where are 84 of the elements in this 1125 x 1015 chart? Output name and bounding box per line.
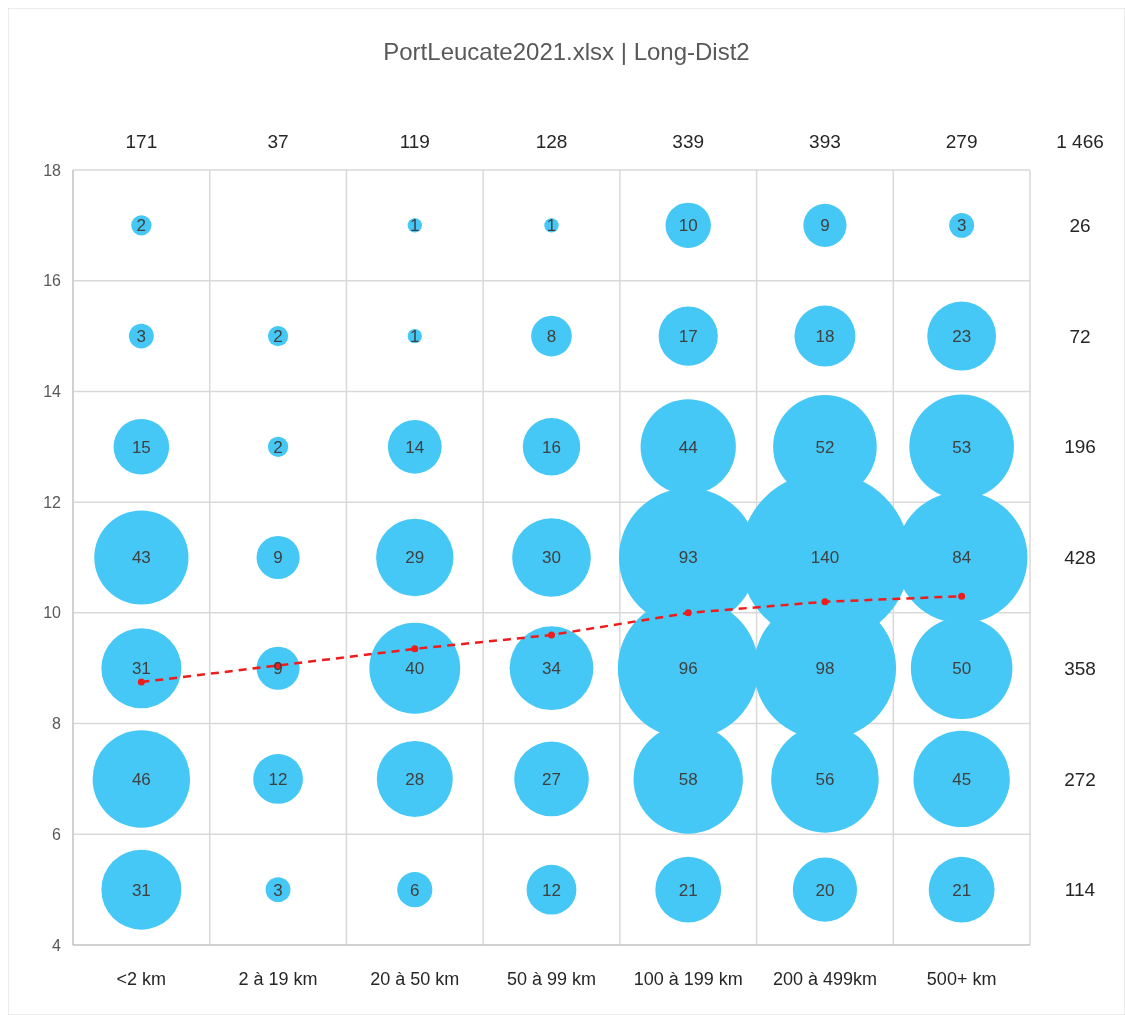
data-label: 3 (956, 216, 967, 236)
y-tick-label: 18 (43, 161, 62, 179)
data-label: 53 (952, 437, 972, 457)
text: 196 (1064, 436, 1096, 458)
data-label: 27 (542, 769, 561, 789)
point (821, 598, 829, 606)
text: 272 (1064, 768, 1096, 790)
data-label: 2 (273, 437, 283, 457)
y-tick-label: 14 (43, 383, 62, 401)
data-label: 17 (678, 327, 698, 347)
y-tick-label: 10 (43, 604, 62, 622)
data-label: 44 (678, 437, 698, 457)
data-label: 18 (815, 327, 835, 347)
data-label: 14 (405, 437, 425, 457)
data-label: 52 (815, 437, 835, 457)
y-tick-label: 8 (52, 715, 62, 733)
data-label: 45 (952, 769, 972, 789)
x-tick-label: <2 km (116, 969, 167, 989)
text: 171 (125, 131, 158, 152)
chart-title: PortLeucate2021.xlsx | Long-Dist2 (383, 38, 750, 65)
x-tick-label: 500+ km (926, 969, 997, 989)
data-label: 21 (952, 880, 972, 900)
data-label: 34 (542, 659, 561, 679)
text: 339 (672, 131, 705, 152)
text: 128 (535, 131, 568, 152)
y-tick-label: 6 (52, 825, 62, 843)
y-tick-label: 12 (43, 493, 62, 511)
data-label: 93 (678, 548, 698, 568)
data-label: 12 (542, 880, 561, 900)
data-label: 1 (546, 216, 557, 236)
text: 358 (1064, 657, 1096, 679)
text: 72 (1069, 325, 1091, 347)
data-label: 6 (410, 880, 420, 900)
data-label: 21 (678, 880, 698, 900)
data-label: 46 (131, 769, 151, 789)
data-label: 31 (131, 880, 151, 900)
point (411, 645, 419, 653)
text: 279 (945, 131, 978, 152)
data-label: 12 (268, 769, 288, 789)
x-tick-label: 200 à 499km (772, 969, 877, 989)
point (548, 631, 555, 639)
data-label: 96 (678, 659, 698, 679)
data-label: 58 (678, 769, 698, 789)
data-label: 40 (405, 659, 425, 679)
data-label: 29 (405, 548, 425, 568)
data-label: 15 (131, 437, 151, 457)
data-label: 28 (405, 769, 425, 789)
data-label: 3 (136, 327, 147, 347)
text: 114 (1064, 879, 1096, 901)
data-label: 43 (131, 548, 151, 568)
text: 119 (399, 131, 430, 152)
data-label: 140 (810, 548, 840, 568)
data-label: 16 (542, 437, 561, 457)
data-label: 2 (273, 327, 283, 347)
text: 37 (267, 131, 289, 152)
data-label: 31 (131, 659, 151, 679)
x-tick-label: 2 à 19 km (238, 969, 318, 989)
data-label: 9 (820, 216, 830, 236)
data-label: 10 (678, 216, 698, 236)
y-tick-label: 4 (52, 936, 62, 954)
y-tick-label: 16 (43, 272, 62, 290)
text: 1 466 (1056, 131, 1104, 152)
data-label: 1 (410, 327, 420, 347)
x-tick-label: 50 à 99 km (506, 969, 597, 989)
data-label: 98 (815, 659, 835, 679)
data-label: 1 (410, 216, 420, 236)
point (684, 609, 692, 617)
data-label: 84 (952, 548, 972, 568)
data-label: 3 (273, 880, 283, 900)
data-label: 23 (952, 327, 972, 347)
data-label: 2 (136, 216, 147, 236)
data-label: 9 (273, 548, 283, 568)
x-tick-label: 100 à 199 km (633, 969, 743, 989)
text: 428 (1064, 547, 1096, 569)
data-label: 20 (815, 880, 835, 900)
point (137, 678, 145, 686)
text: 393 (809, 131, 841, 152)
text: 26 (1069, 215, 1091, 237)
data-label: 50 (952, 659, 972, 679)
data-label: 30 (542, 548, 561, 568)
x-tick-label: 20 à 50 km (370, 969, 460, 989)
data-label: 8 (546, 327, 557, 347)
point (958, 592, 966, 600)
data-label: 56 (815, 769, 835, 789)
